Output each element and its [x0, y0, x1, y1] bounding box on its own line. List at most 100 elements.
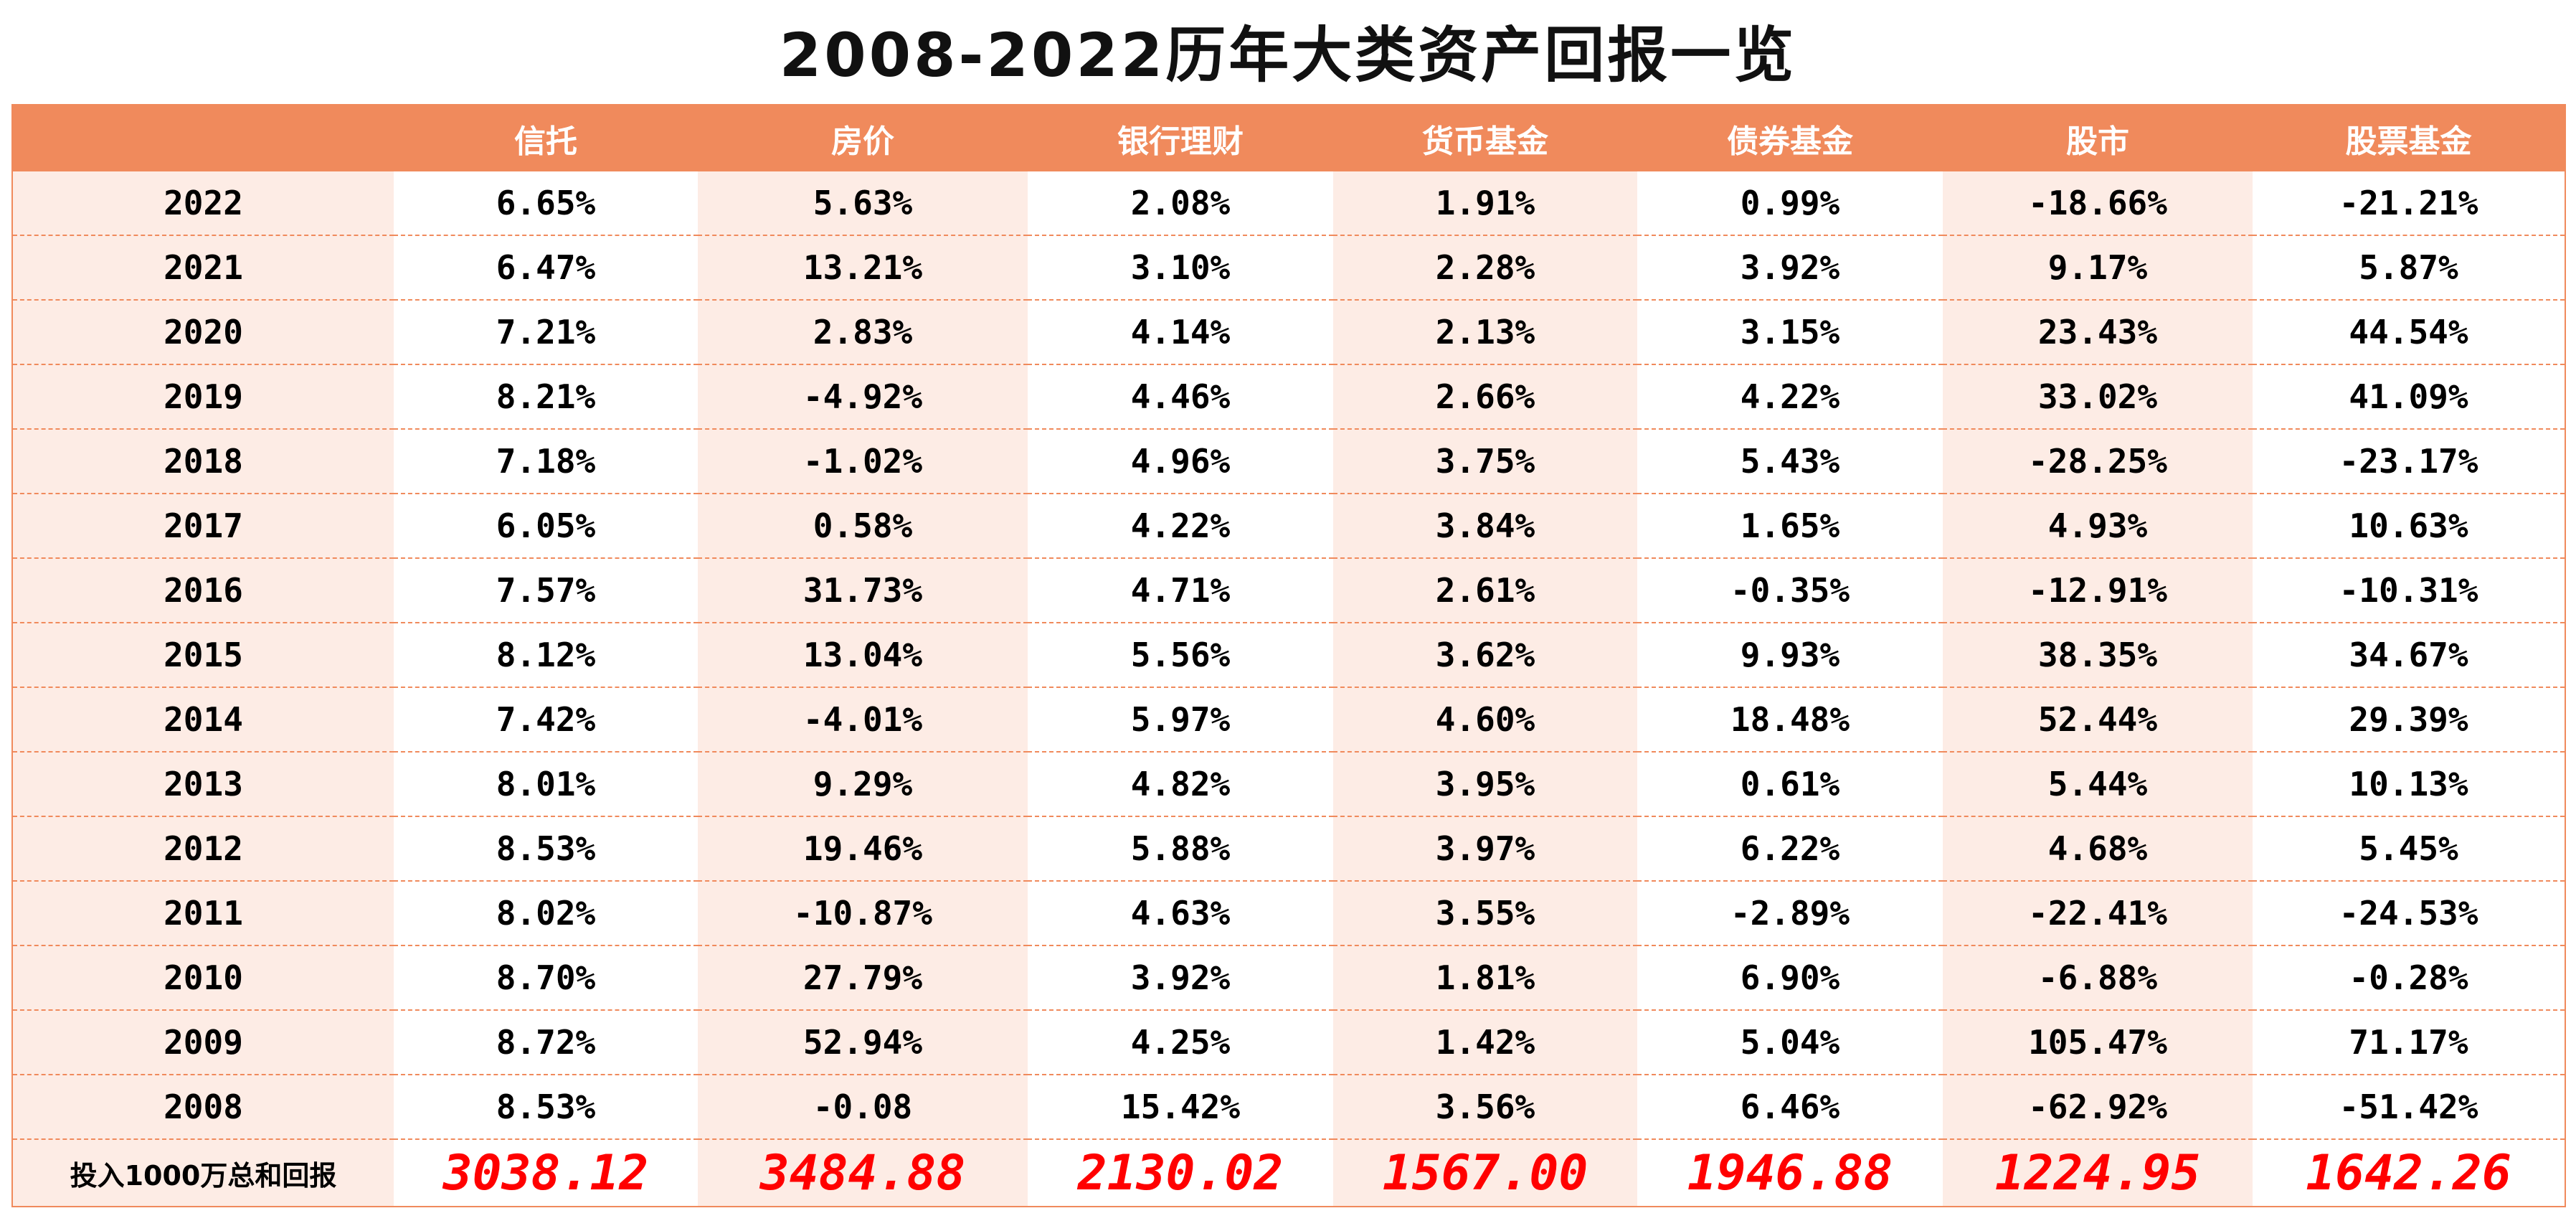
return-cell: 5.43%	[1637, 429, 1943, 494]
return-cell: 18.48%	[1637, 687, 1943, 753]
return-cell: 8.01%	[394, 752, 698, 817]
return-cell: 7.18%	[394, 429, 698, 494]
return-cell: 71.17%	[2253, 1010, 2565, 1075]
return-cell: 15.42%	[1028, 1075, 1333, 1140]
column-header: 股票基金	[2253, 105, 2565, 171]
return-cell: 1.65%	[1637, 494, 1943, 559]
return-cell: 9.93%	[1637, 623, 1943, 688]
column-header: 股市	[1943, 105, 2253, 171]
total-value-cell: 1946.88	[1687, 1144, 1893, 1202]
year-cell: 2014	[12, 687, 394, 753]
return-cell: 2.61%	[1333, 558, 1637, 623]
year-cell: 2020	[12, 300, 394, 365]
return-cell: -0.35%	[1637, 558, 1943, 623]
total-value-cell: 1224.95	[1943, 1139, 2253, 1207]
return-cell: 3.75%	[1333, 429, 1637, 494]
year-cell: 2015	[12, 623, 394, 688]
return-cell: 7.57%	[394, 558, 698, 623]
table-row: 2018 7.18% -1.02% 4.96% 3.75% 5.43% -28.25% -23…	[12, 429, 2565, 494]
return-cell: -0.28%	[2253, 945, 2565, 1011]
return-cell: -18.66%	[1943, 171, 2253, 236]
return-cell: 29.39%	[2253, 687, 2565, 753]
year-cell: 2010	[12, 945, 394, 1011]
column-header: 银行理财	[1028, 105, 1333, 171]
table-row: 2009 8.72% 52.94% 4.25% 1.42% 5.04% 105.47% 71.…	[12, 1010, 2565, 1075]
return-cell: 8.21%	[394, 364, 698, 430]
total-label: 投入1000万总和回报	[12, 1139, 394, 1207]
table-row: 2011 8.02% -10.87% 4.63% 3.55% -2.89% -22.41% -…	[12, 881, 2565, 946]
return-cell: 3.10%	[1028, 235, 1333, 301]
return-cell: 5.97%	[1028, 687, 1333, 753]
return-cell: -24.53%	[2253, 881, 2565, 946]
return-cell: 38.35%	[1943, 623, 2253, 688]
return-cell: -21.21%	[2253, 171, 2565, 236]
table-row: 2022 6.65% 5.63% 2.08% 1.91% 0.99% -18.66% -21.…	[12, 171, 2565, 236]
return-cell: 5.87%	[2253, 235, 2565, 301]
column-header: 债券基金	[1637, 105, 1943, 171]
total-value-cell: 3038.12	[442, 1144, 649, 1202]
return-cell: 1.81%	[1333, 945, 1637, 1011]
year-cell: 2019	[12, 364, 394, 430]
return-cell: 31.73%	[698, 558, 1028, 623]
return-cell: -51.42%	[2253, 1075, 2565, 1140]
return-cell: 33.02%	[1943, 364, 2253, 430]
table-row: 2010 8.70% 27.79% 3.92% 1.81% 6.90% -6.88% -0.2…	[12, 945, 2565, 1011]
return-cell: 4.63%	[1028, 881, 1333, 946]
return-cell: 3.84%	[1333, 494, 1637, 559]
table-row: 2013 8.01% 9.29% 4.82% 3.95% 0.61% 5.44% 10.13%	[12, 752, 2565, 817]
return-cell: 2.13%	[1333, 300, 1637, 365]
return-cell: 5.04%	[1637, 1010, 1943, 1075]
return-cell: 8.72%	[394, 1010, 698, 1075]
year-cell: 2011	[12, 881, 394, 946]
return-cell: 6.47%	[394, 235, 698, 301]
year-cell: 2013	[12, 752, 394, 817]
table-row: 2020 7.21% 2.83% 4.14% 2.13% 3.15% 23.43% 44.54…	[12, 300, 2565, 365]
return-cell: 8.12%	[394, 623, 698, 688]
return-cell: 5.56%	[1028, 623, 1333, 688]
return-cell: 10.13%	[2253, 752, 2565, 817]
return-cell: 52.44%	[1943, 687, 2253, 753]
return-cell: -23.17%	[2253, 429, 2565, 494]
return-cell: -10.87%	[698, 881, 1028, 946]
return-cell: 7.42%	[394, 687, 698, 753]
year-cell: 2016	[12, 558, 394, 623]
total-value-cell: 2130.02	[1077, 1144, 1284, 1202]
return-cell: 23.43%	[1943, 300, 2253, 365]
return-cell: 5.44%	[1943, 752, 2253, 817]
year-cell: 2022	[12, 171, 394, 236]
return-cell: 4.93%	[1943, 494, 2253, 559]
table-row: 2017 6.05% 0.58% 4.22% 3.84% 1.65% 4.93% 10.63%	[12, 494, 2565, 559]
column-header: 房价	[698, 105, 1028, 171]
return-cell: -2.89%	[1637, 881, 1943, 946]
table-row: 2014 7.42% -4.01% 5.97% 4.60% 18.48% 52.44% 29.…	[12, 687, 2565, 753]
return-cell: 4.60%	[1333, 687, 1637, 753]
return-cell: 4.22%	[1637, 364, 1943, 430]
return-cell: 4.25%	[1028, 1010, 1333, 1075]
return-cell: 5.45%	[2253, 816, 2565, 882]
year-cell: 2009	[12, 1010, 394, 1075]
return-cell: 3.55%	[1333, 881, 1637, 946]
return-cell: 6.22%	[1637, 816, 1943, 882]
return-cell: -28.25%	[1943, 429, 2253, 494]
return-cell: 52.94%	[698, 1010, 1028, 1075]
return-cell: -4.01%	[698, 687, 1028, 753]
year-cell: 2008	[12, 1075, 394, 1140]
return-cell: 6.05%	[394, 494, 698, 559]
total-value-cell: 1642.26	[2306, 1144, 2511, 1202]
return-cell: 4.68%	[1943, 816, 2253, 882]
return-cell: 105.47%	[1943, 1010, 2253, 1075]
return-cell: -12.91%	[1943, 558, 2253, 623]
table-row: 2015 8.12% 13.04% 5.56% 3.62% 9.93% 38.35% 34.6…	[12, 623, 2565, 688]
return-cell: -0.08	[698, 1075, 1028, 1140]
return-cell: 34.67%	[2253, 623, 2565, 688]
header-row: 信托 房价 银行理财 货币基金 债券基金 股市 股票基金	[12, 105, 2565, 171]
return-cell: 13.21%	[698, 235, 1028, 301]
return-cell: 9.29%	[698, 752, 1028, 817]
table-body: 2022 6.65% 5.63% 2.08% 1.91% 0.99% -18.66% -21.…	[12, 171, 2565, 1207]
return-cell: 6.90%	[1637, 945, 1943, 1011]
return-cell: 2.08%	[1028, 171, 1333, 236]
return-cell: -10.31%	[2253, 558, 2565, 623]
table-row: 2021 6.47% 13.21% 3.10% 2.28% 3.92% 9.17% 5.87%	[12, 235, 2565, 301]
column-header: 信托	[394, 105, 698, 171]
table-row: 2016 7.57% 31.73% 4.71% 2.61% -0.35% -12.91% -1…	[12, 558, 2565, 623]
